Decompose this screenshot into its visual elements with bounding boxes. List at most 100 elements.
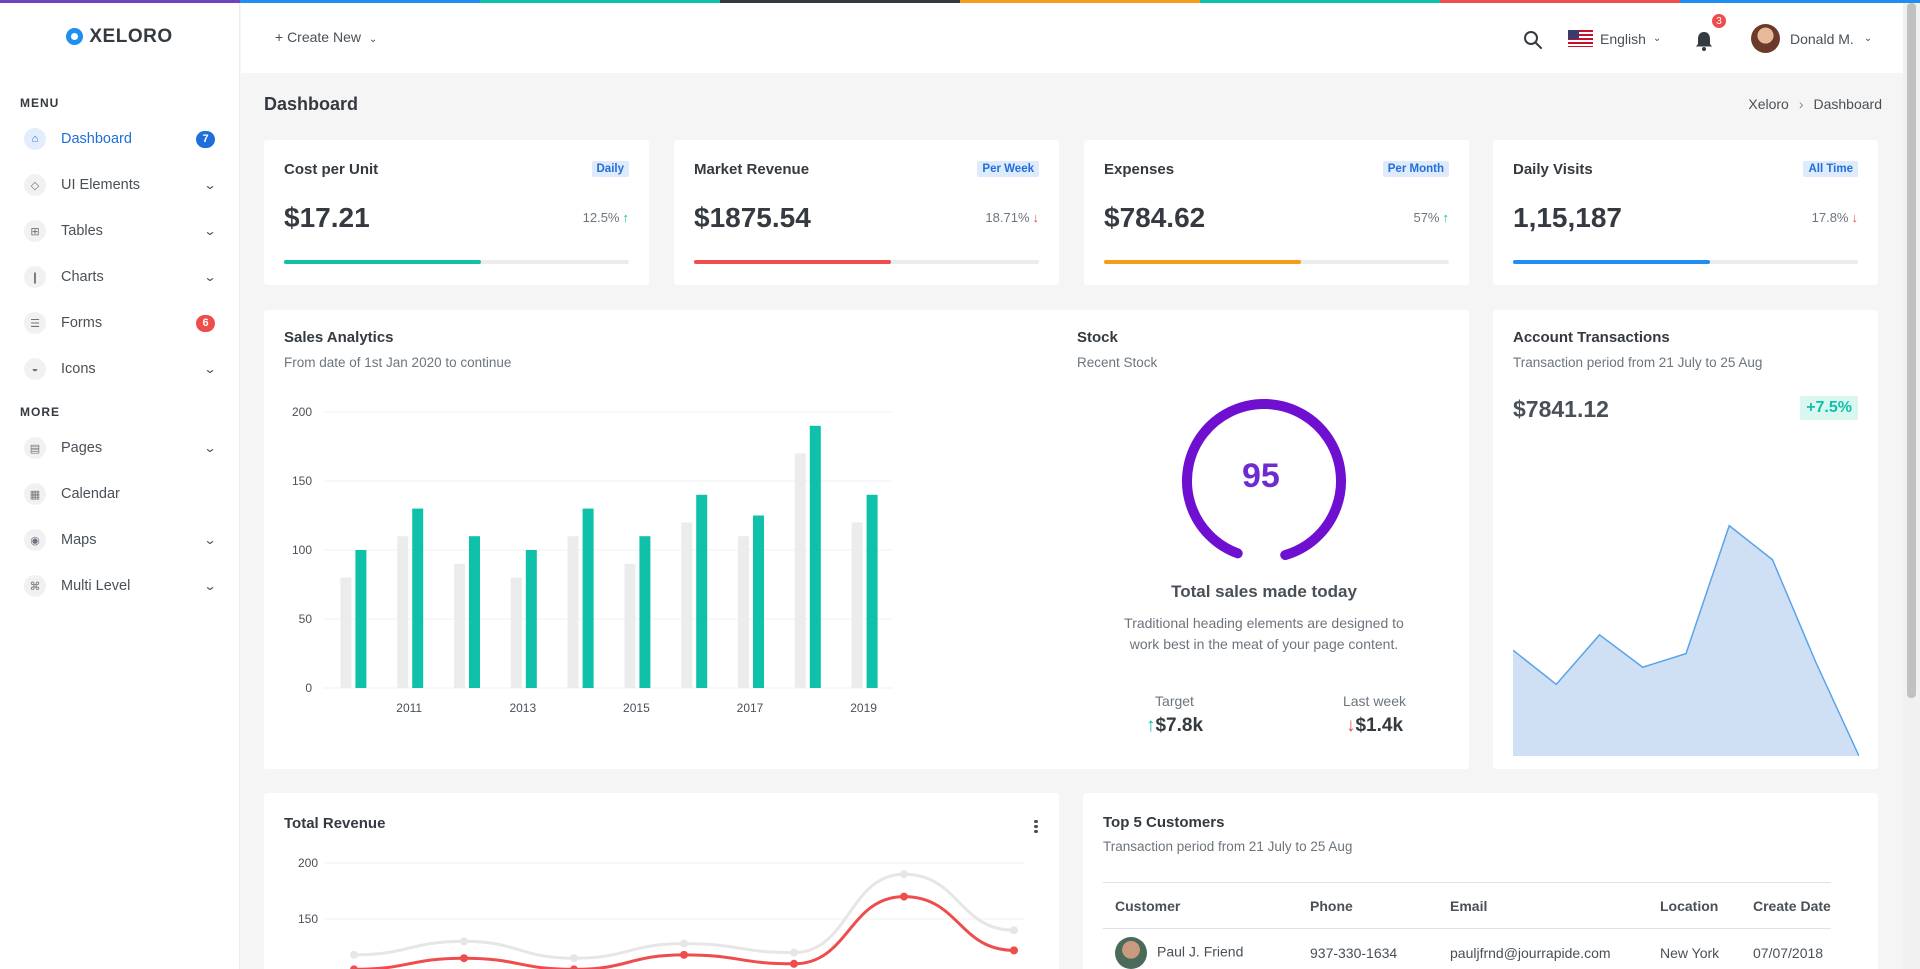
- area-fill: [1513, 525, 1859, 756]
- kpi-progress-track: [694, 260, 1039, 264]
- sidebar-item-multi-level[interactable]: ⌘ Multi Level ⌄: [0, 563, 239, 609]
- sidebar-item-pages[interactable]: ▤ Pages ⌄: [0, 425, 239, 471]
- kpi-title: Market Revenue: [694, 161, 810, 178]
- arrow-down-icon: ↓: [1032, 210, 1040, 225]
- bar: [397, 536, 409, 688]
- col-email[interactable]: Email: [1438, 882, 1648, 929]
- kpi-card: Market Revenue Per Week $1875.54 18.71% ↓: [674, 140, 1059, 285]
- series-point: [900, 892, 908, 901]
- x-tick-label: 2013: [509, 701, 536, 715]
- kpi-change-value: 12.5%: [582, 210, 620, 225]
- lastweek-value-block: ↓$1.4k: [1312, 715, 1437, 737]
- col-create-date[interactable]: Create Date: [1741, 882, 1831, 929]
- sidebar-item-charts[interactable]: ❙ Charts ⌄: [0, 254, 239, 300]
- chevron-down-icon: ⌄: [1652, 33, 1662, 44]
- series-point: [790, 948, 798, 957]
- sidebar-item-label: Maps: [61, 532, 97, 548]
- sidebar-item-dashboard[interactable]: ⌂ Dashboard 7: [0, 116, 239, 162]
- sidebar-item-forms[interactable]: ☰ Forms 6: [0, 300, 239, 346]
- search-icon[interactable]: [1523, 30, 1543, 50]
- series-point: [680, 939, 688, 948]
- y-tick-label: 150: [298, 912, 318, 926]
- stock-gauge-value: 95: [1242, 457, 1280, 495]
- target-label: Target: [1155, 693, 1194, 709]
- kpi-title: Cost per Unit: [284, 161, 379, 178]
- chevron-down-icon: ⌄: [203, 270, 217, 284]
- home-icon: ⌂: [24, 128, 46, 150]
- y-tick-label: 200: [298, 856, 318, 870]
- sidebar-item-label: Tables: [61, 223, 103, 239]
- sidebar-item-icons[interactable]: ◒ Icons ⌄: [0, 346, 239, 392]
- kpi-value: $784.62: [1104, 202, 1206, 233]
- scrollbar-thumb[interactable]: [1907, 3, 1916, 698]
- create-new-button[interactable]: + Create New ⌄: [275, 29, 377, 45]
- language-label: English: [1600, 30, 1646, 47]
- stock-headline: Total sales made today: [1171, 582, 1357, 601]
- kpi-card: Cost per Unit Daily $17.21 12.5% ↑: [264, 140, 649, 285]
- sidebar-item-tables[interactable]: ⊞ Tables ⌄: [0, 208, 239, 254]
- x-tick-label: 2015: [623, 701, 650, 715]
- sidebar-more-nav: ▤ Pages ⌄ ▦ Calendar ◉ Maps ⌄ ⌘ Multi Level ⌄: [0, 425, 239, 609]
- strip-segment: [240, 0, 480, 3]
- notification-badge: 3: [1712, 14, 1726, 28]
- more-section-title: MORE: [20, 405, 60, 419]
- series-point: [570, 965, 578, 969]
- top-header: + Create New ⌄ English ⌄ 3 Donald M. ⌄: [241, 3, 1903, 73]
- sidebar-item-label: Dashboard: [61, 131, 132, 147]
- bar: [738, 536, 749, 688]
- kpi-change: 17.8% ↓: [1812, 210, 1858, 225]
- x-tick-label: 2017: [737, 701, 764, 715]
- arrow-up-icon: ↑: [1442, 210, 1450, 225]
- series-point: [350, 965, 358, 969]
- customer-cell: Paul J. Friend: [1103, 929, 1298, 969]
- bar: [355, 550, 367, 688]
- sidebar-item-calendar[interactable]: ▦ Calendar: [0, 471, 239, 517]
- kpi-progress-fill: [284, 260, 481, 264]
- menu-section-title: MENU: [20, 96, 60, 110]
- stock-gauge: [1182, 399, 1346, 561]
- sales-analytics-subtitle: From date of 1st Jan 2020 to continue: [284, 355, 512, 370]
- col-phone[interactable]: Phone: [1298, 882, 1438, 929]
- bar: [340, 577, 352, 688]
- col-customer[interactable]: Customer: [1103, 882, 1298, 929]
- user-menu[interactable]: Donald M. ⌄: [1751, 24, 1872, 53]
- series-point: [1010, 946, 1018, 955]
- strip-segment: [1200, 0, 1440, 3]
- user-name: Donald M.: [1790, 30, 1854, 47]
- series-point: [460, 937, 468, 946]
- list-icon: ☰: [24, 312, 46, 334]
- sales-analytics-title: Sales Analytics: [284, 329, 394, 346]
- language-selector[interactable]: English ⌄: [1568, 30, 1661, 47]
- col-location[interactable]: Location: [1648, 882, 1741, 929]
- table-row[interactable]: Paul J. Friend 937-330-1634 pauljfrnd@jo…: [1103, 929, 1831, 969]
- breadcrumb-item-current: Dashboard: [1813, 96, 1883, 112]
- bell-icon[interactable]: [1693, 30, 1715, 52]
- sidebar-main-nav: ⌂ Dashboard 7 ◇ UI Elements ⌄ ⊞ Tables ⌄ ❙ Charts ⌄…: [0, 116, 239, 392]
- bar: [681, 522, 693, 688]
- series-point: [460, 954, 468, 963]
- sidebar-badge: 6: [196, 314, 215, 332]
- kpi-change: 12.5% ↑: [583, 210, 629, 225]
- x-tick-label: 2011: [396, 701, 422, 715]
- scrollbar[interactable]: [1903, 0, 1920, 969]
- sidebar-item-label: Charts: [61, 269, 104, 285]
- kpi-progress-track: [1513, 260, 1858, 264]
- chevron-down-icon: ⌄: [203, 362, 217, 376]
- sidebar-item-ui-elements[interactable]: ◇ UI Elements ⌄: [0, 162, 239, 208]
- kpi-period-badge: Per Week: [977, 161, 1039, 177]
- location-cell: New York: [1660, 944, 1720, 961]
- page-icon: ▤: [24, 437, 46, 459]
- total-revenue-card: Total Revenue 150 200: [264, 793, 1059, 969]
- chevron-down-icon: ⌄: [368, 34, 378, 45]
- series-point: [680, 950, 688, 959]
- bar-chart-icon: ❙: [24, 266, 46, 288]
- sidebar-item-maps[interactable]: ◉ Maps ⌄: [0, 517, 239, 563]
- breadcrumb-item-home[interactable]: Xeloro: [1748, 96, 1789, 112]
- brand-logo[interactable]: XELORO: [0, 0, 239, 73]
- avatar: [1751, 24, 1780, 53]
- account-area-chart: [1513, 524, 1859, 756]
- chevron-down-icon: ⌄: [203, 224, 217, 238]
- sidebar-item-label: Forms: [61, 315, 103, 331]
- more-options-icon[interactable]: [1033, 818, 1039, 836]
- brand-name: XELORO: [89, 25, 173, 47]
